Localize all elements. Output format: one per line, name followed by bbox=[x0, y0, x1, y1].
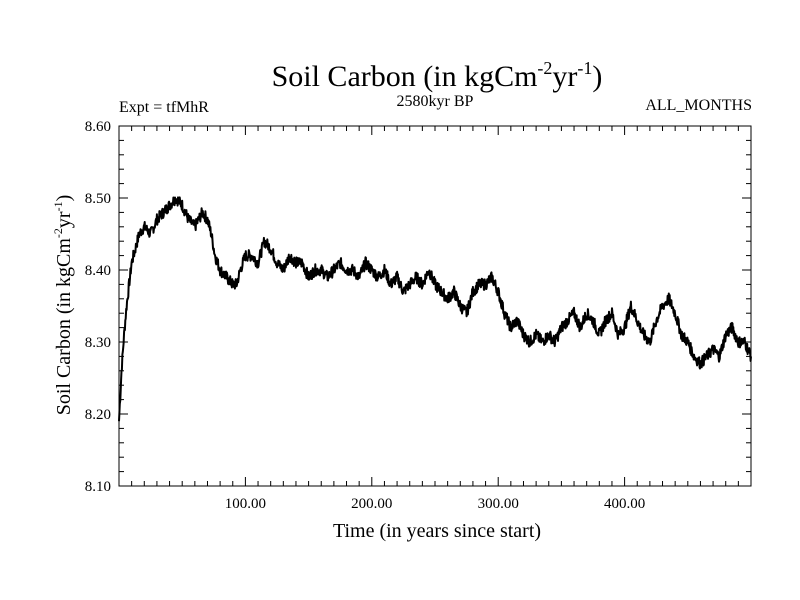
x-tick-label: 100.00 bbox=[225, 496, 266, 512]
y-tick-label: 8.20 bbox=[85, 407, 111, 423]
chart-title-mid: yr bbox=[552, 60, 577, 93]
y-tick-label: 8.10 bbox=[85, 479, 111, 495]
y-tick-label: 8.60 bbox=[85, 119, 111, 135]
plot-frame bbox=[118, 125, 752, 487]
x-axis-label: Time (in years since start) bbox=[333, 520, 541, 542]
y-axis-label-main: Soil Carbon (in kgCm bbox=[53, 238, 75, 416]
subtitle-right: ALL_MONTHS bbox=[645, 97, 752, 114]
chart-title-sup2: -1 bbox=[577, 58, 592, 78]
y-axis-label-mid: yr bbox=[53, 211, 75, 228]
chart-title-main: Soil Carbon (in kgCm bbox=[272, 60, 538, 93]
y-tick-label: 8.50 bbox=[85, 191, 111, 207]
chart-title-sup1: -2 bbox=[537, 58, 552, 78]
y-axis-label-sup1: -2 bbox=[51, 228, 65, 238]
x-tick-label: 400.00 bbox=[604, 496, 645, 512]
y-tick-label: 8.40 bbox=[85, 263, 111, 279]
chart-title: Soil Carbon (in kgCm-2yr-1) bbox=[272, 58, 603, 93]
tick-layer: 100.00 200.00 300.00 400.00 8.10 8.20 8.30 8.40… bbox=[85, 119, 751, 512]
subtitle-center: 2580kyr BP bbox=[397, 93, 474, 110]
soil-carbon-line bbox=[118, 196, 752, 422]
chart-title-end: ) bbox=[592, 60, 602, 93]
x-tick-label: 300.00 bbox=[478, 496, 519, 512]
y-axis-label-sup2: -1 bbox=[51, 201, 65, 211]
y-axis-label: Soil Carbon (in kgCm-2yr-1) bbox=[51, 195, 75, 416]
subtitle-left: Expt = tfMhR bbox=[119, 99, 209, 116]
y-tick-label: 8.30 bbox=[85, 335, 111, 351]
y-axis-label-end: ) bbox=[53, 195, 75, 202]
x-tick-label: 200.00 bbox=[351, 496, 392, 512]
